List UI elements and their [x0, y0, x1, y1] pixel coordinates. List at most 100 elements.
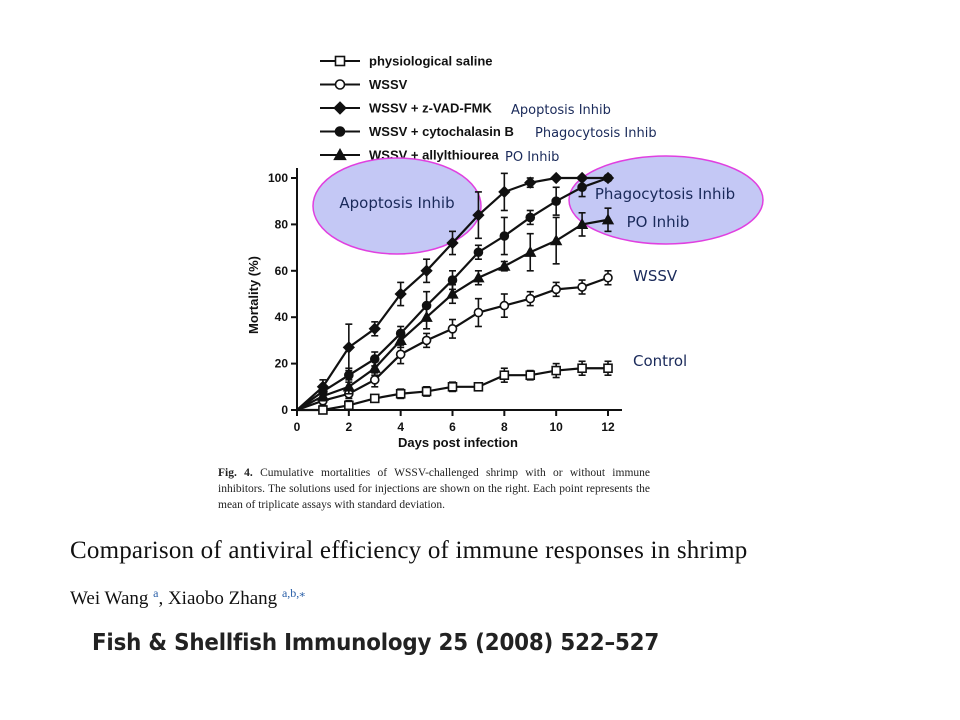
data-point: [577, 363, 587, 374]
data-point: [525, 212, 536, 223]
data-point: [601, 213, 615, 225]
x-tick-label: 12: [601, 420, 615, 434]
journal-citation: Fish & Shellfish Immunology 25 (2008) 52…: [92, 630, 660, 656]
data-point: [342, 341, 355, 354]
data-point: [550, 171, 563, 185]
legend-label: WSSV + z-VAD-FMK: [369, 101, 493, 116]
data-point: [524, 176, 537, 189]
y-tick-label: 60: [275, 264, 289, 278]
y-tick-label: 20: [275, 357, 289, 371]
data-point: [394, 287, 407, 301]
x-tick-label: 6: [449, 420, 456, 434]
series-label-wssv: WSSV: [633, 267, 678, 285]
data-point: [550, 234, 563, 246]
x-tick-label: 4: [397, 420, 404, 434]
ellipse-label-apoptosis: Apoptosis Inhib: [339, 194, 454, 212]
figure-number: Fig. 4.: [218, 467, 253, 479]
data-point: [395, 349, 406, 360]
data-point: [447, 323, 458, 334]
data-point: [316, 389, 330, 401]
data-point: [603, 363, 613, 374]
ellipse-label-po: PO Inhib: [627, 213, 690, 231]
data-point: [473, 381, 484, 392]
paper-authors: Wei Wang a, Xiaobo Zhang a,b,⁎: [70, 586, 305, 610]
data-point: [368, 361, 381, 373]
data-point: [394, 333, 407, 346]
data-point: [447, 381, 458, 392]
paper-title: Comparison of antiviral efficiency of im…: [70, 537, 748, 564]
data-point: [551, 365, 561, 376]
legend-marker: [333, 147, 347, 161]
author-affiliation: a: [153, 586, 159, 600]
data-point: [577, 182, 587, 193]
data-point: [395, 388, 406, 399]
y-tick-label: 0: [281, 403, 288, 417]
x-tick-label: 0: [294, 420, 301, 434]
data-point: [446, 287, 459, 299]
data-point: [525, 293, 536, 304]
data-point: [421, 335, 432, 346]
author-separator: ,: [158, 588, 168, 609]
data-point: [499, 300, 510, 311]
data-point: [524, 245, 537, 257]
data-point: [525, 370, 536, 381]
author-affiliation: a,b,⁎: [281, 586, 306, 600]
data-point: [551, 196, 561, 206]
legend-marker: [334, 126, 346, 137]
chart-legend: physiological saline WSSV WSSV + z-VAD-FMK…: [320, 54, 514, 163]
data-point: [447, 275, 458, 285]
author-name: Wei Wang: [70, 588, 149, 609]
data-point: [473, 247, 484, 258]
legend-annotation-phagocytosis: Phagocytosis Inhib: [535, 126, 657, 141]
data-point: [342, 380, 355, 392]
data-point: [577, 282, 587, 292]
legend-marker: [334, 79, 346, 90]
data-point: [498, 259, 511, 271]
y-axis-label: Mortality (%): [246, 256, 261, 334]
figure-caption: Fig. 4. Cumulative mortalities of WSSV-c…: [218, 465, 650, 513]
data-point: [446, 236, 459, 250]
series-label-control: Control: [633, 352, 687, 370]
data-point: [369, 375, 380, 385]
data-point: [575, 217, 589, 230]
data-point: [473, 307, 484, 318]
legend-marker: [333, 101, 347, 115]
data-point: [318, 405, 328, 415]
data-point: [421, 386, 432, 397]
legend-label: WSSV: [369, 77, 408, 92]
x-tick-label: 8: [501, 420, 508, 434]
x-tick-label: 2: [345, 420, 352, 434]
y-tick-label: 100: [268, 171, 288, 185]
x-tick-label: 10: [549, 420, 563, 434]
highlight-ellipse-phagocytosis-po: [568, 155, 764, 245]
legend-annotation-po: PO Inhib: [505, 150, 559, 165]
data-point: [499, 370, 510, 381]
data-point: [498, 185, 511, 199]
data-point: [369, 393, 380, 404]
series-triangle-filled: [296, 207, 615, 411]
data-point: [472, 271, 485, 283]
data-point: [368, 322, 381, 335]
ellipse-label-phagocytosis: Phagocytosis Inhib: [595, 185, 735, 203]
y-tick-label: 40: [275, 310, 289, 324]
x-tick-labels: 0 2 4 6 8 10 12: [294, 420, 615, 434]
legend-label: physiological saline: [369, 54, 493, 69]
legend-label: WSSV + cytochalasin B: [369, 124, 514, 139]
chart-series: [296, 171, 615, 415]
x-axis-label: Days post infection: [398, 435, 518, 450]
data-point: [603, 173, 613, 183]
data-point: [472, 208, 485, 222]
data-point: [420, 310, 433, 322]
data-point: [344, 370, 354, 381]
data-point: [420, 264, 433, 277]
figure-caption-text: Cumulative mortalities of WSSV-challenge…: [218, 467, 650, 511]
y-tick-label: 80: [275, 217, 289, 231]
data-point: [551, 284, 561, 295]
y-tick-labels: 0 20 40 60 80 100: [268, 171, 288, 417]
legend-marker: [334, 55, 346, 67]
highlight-ellipse-apoptosis: [312, 157, 482, 255]
series-square-open: [297, 360, 613, 415]
legend-annotation-apoptosis: Apoptosis Inhib: [511, 103, 611, 118]
author-name: Xiaobo Zhang: [167, 588, 278, 609]
